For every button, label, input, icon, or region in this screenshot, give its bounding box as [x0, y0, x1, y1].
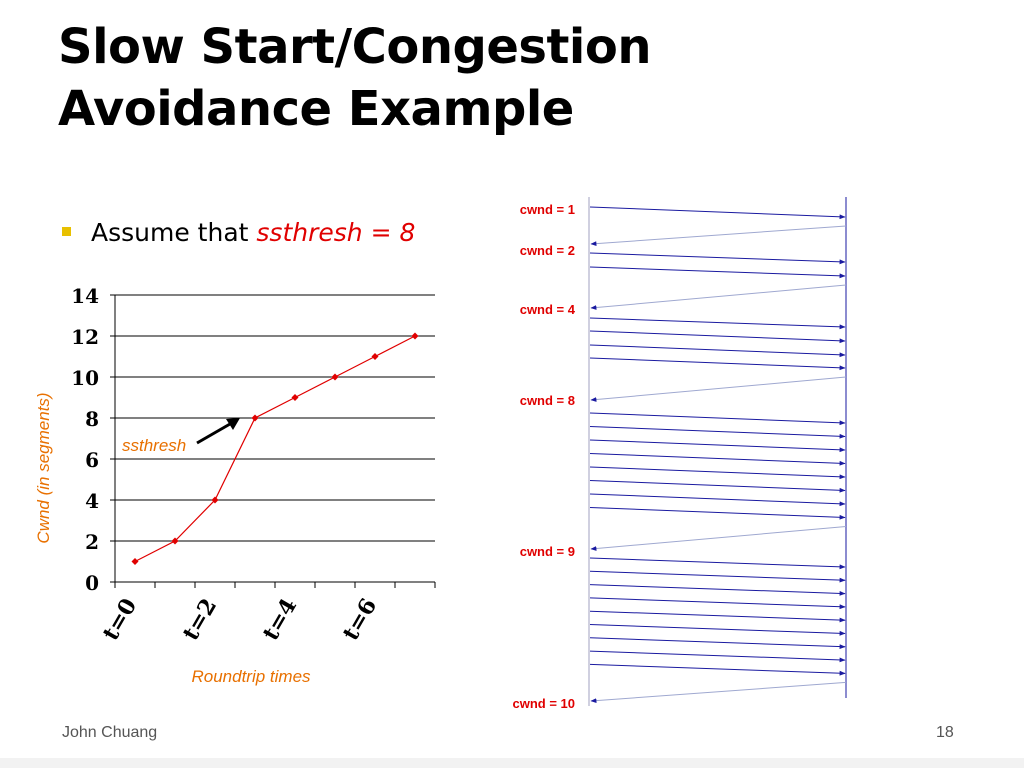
x-tick-label: t=4	[258, 594, 302, 645]
segment-arrow	[589, 584, 846, 596]
x-tick-label: t=2	[178, 594, 222, 645]
data-point	[411, 332, 419, 340]
annotation-arrow-head	[226, 418, 240, 430]
cwnd-label: cwnd = 8	[520, 393, 575, 408]
title-line-2: Avoidance Example	[58, 81, 574, 137]
cwnd-label: cwnd = 2	[520, 243, 575, 258]
segment-arrow	[589, 453, 846, 466]
y-tick-label: 14	[71, 284, 99, 308]
data-point	[331, 373, 339, 381]
data-point	[251, 414, 259, 422]
ack-arrow	[590, 284, 847, 310]
bottom-rule	[0, 758, 1024, 768]
segment-arrow	[589, 317, 846, 330]
segment-arrow	[589, 650, 846, 663]
title-line-1: Slow Start/Congestion	[58, 19, 652, 75]
cwnd-label: cwnd = 4	[520, 302, 576, 317]
segment-arrow	[589, 557, 846, 570]
y-tick-label: 12	[71, 325, 99, 349]
segment-arrow	[589, 493, 846, 507]
cwnd-label: cwnd = 9	[520, 544, 575, 559]
x-axis-title: Roundtrip times	[191, 667, 311, 686]
segment-arrow	[589, 480, 846, 493]
segment-arrow	[589, 266, 846, 279]
cwnd-line-chart: 0 2 4 6 8 10 12 14 t=0 t=2 t=4 t=6 Roundtrip times Cw…	[34, 284, 436, 686]
packet-timeline-diagram: cwnd = 1 cwnd = 2 cwnd = 4 cwnd = 8 cwnd = 9…	[513, 197, 847, 711]
y-axis-title: Cwnd (in segments)	[34, 392, 53, 543]
segment-arrow	[589, 507, 846, 520]
bullet-text: Assume that	[91, 218, 257, 247]
y-tick-label: 2	[85, 530, 99, 554]
data-point	[371, 353, 379, 360]
y-tick-label: 4	[85, 489, 99, 513]
page-number: 18	[936, 724, 954, 741]
segment-arrow	[589, 663, 846, 676]
x-tick-label: t=6	[338, 594, 382, 645]
cwnd-label: cwnd = 10	[513, 696, 576, 711]
segment-arrow	[589, 637, 846, 650]
y-tick-label: 10	[71, 366, 99, 390]
ack-arrow	[590, 681, 847, 704]
y-tick-label: 0	[85, 571, 99, 595]
cwnd-label: cwnd = 1	[520, 202, 575, 217]
annotation-arrow-shaft	[196, 422, 231, 445]
slide-title: Slow Start/Congestion Avoidance Example	[58, 16, 652, 140]
footer-author: John Chuang	[62, 724, 158, 741]
x-tick-label: t=0	[98, 594, 142, 645]
segment-arrow	[589, 412, 846, 426]
bullet-item: Assume that ssthresh = 8	[62, 218, 415, 247]
segment-arrow	[589, 330, 846, 344]
ssthresh-annotation: ssthresh	[122, 436, 186, 455]
series-line	[134, 335, 416, 563]
data-point	[131, 558, 139, 565]
data-point	[211, 496, 219, 504]
ack-arrow	[590, 526, 847, 551]
bullet-highlight: ssthresh = 8	[256, 218, 416, 247]
segment-arrow	[589, 439, 846, 453]
segment-arrow	[589, 570, 846, 583]
segment-arrow	[589, 252, 846, 265]
bullet-square-icon	[62, 227, 71, 236]
segment-arrow	[589, 610, 846, 623]
segment-arrow	[589, 426, 846, 439]
segment-arrow	[589, 466, 846, 480]
segment-arrow	[589, 344, 846, 358]
y-tick-label: 6	[85, 448, 99, 472]
segment-arrow	[589, 597, 846, 610]
segment-arrow	[589, 624, 846, 636]
ack-arrow	[590, 225, 847, 247]
segment-arrow	[589, 357, 846, 371]
y-tick-label: 8	[85, 407, 99, 431]
data-point	[291, 394, 299, 401]
data-point	[171, 537, 179, 545]
segment-arrow	[589, 206, 846, 220]
ack-arrow	[590, 376, 847, 402]
